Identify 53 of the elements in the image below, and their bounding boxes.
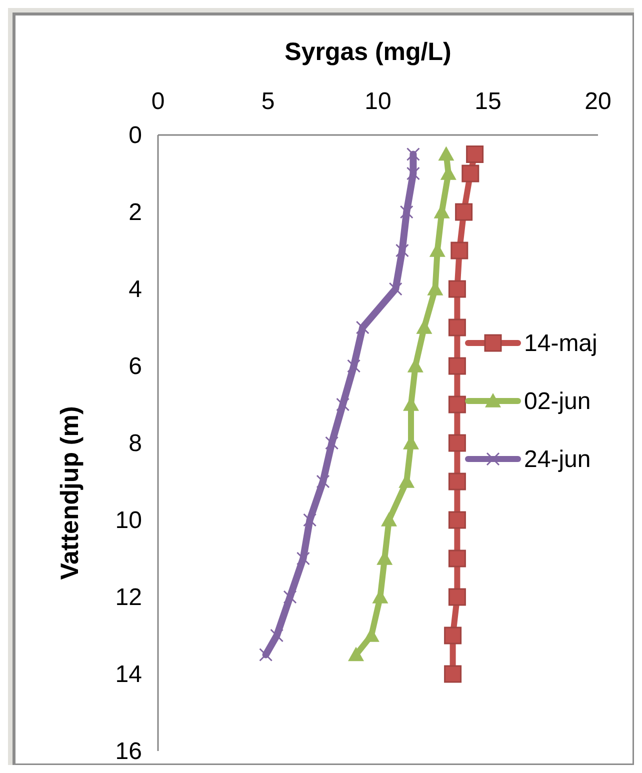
point xyxy=(444,626,462,644)
point xyxy=(336,398,350,412)
point xyxy=(448,280,466,298)
y-tick-label: 12 xyxy=(115,584,142,611)
point xyxy=(448,434,466,452)
x-tick-label: 10 xyxy=(364,88,392,115)
point xyxy=(395,244,409,258)
x-tick-label: 15 xyxy=(474,88,502,115)
point xyxy=(416,320,432,334)
point xyxy=(448,511,466,529)
y-tick-label: 6 xyxy=(128,353,142,380)
x-axis-title: Syrgas (mg/L) xyxy=(284,38,452,66)
point xyxy=(316,474,330,488)
point xyxy=(448,588,466,606)
point xyxy=(438,146,454,161)
legend-label: 14-maj xyxy=(524,330,598,357)
y-tick-label: 4 xyxy=(128,276,142,303)
point xyxy=(270,628,284,642)
point xyxy=(406,166,420,180)
point xyxy=(444,665,462,683)
point xyxy=(356,320,370,334)
point xyxy=(388,282,402,296)
y-axis-title: Vattendjup (m) xyxy=(56,406,84,580)
point xyxy=(448,318,466,336)
point xyxy=(381,512,397,526)
point xyxy=(283,590,297,604)
point xyxy=(348,646,364,662)
point xyxy=(325,436,339,450)
legend-label: 24-jun xyxy=(524,446,591,473)
point xyxy=(466,146,484,163)
point xyxy=(259,648,273,662)
y-tick-label: 14 xyxy=(115,661,142,688)
point xyxy=(303,513,317,527)
point xyxy=(450,242,468,260)
point xyxy=(448,472,466,490)
point xyxy=(448,396,466,414)
point xyxy=(406,148,420,161)
y-tick-label: 8 xyxy=(128,430,142,457)
x-tick-label: 5 xyxy=(261,88,275,115)
point xyxy=(455,203,473,221)
y-tick-label: 10 xyxy=(115,507,142,534)
y-tick-label: 0 xyxy=(128,122,142,149)
point xyxy=(400,205,414,219)
legend-label: 02-jun xyxy=(524,388,591,415)
point xyxy=(462,164,480,182)
y-tick-label: 2 xyxy=(128,199,142,226)
point xyxy=(296,552,310,566)
y-tick-label: 16 xyxy=(115,738,142,765)
x-tick-label: 0 xyxy=(151,88,165,115)
point xyxy=(448,357,466,375)
point xyxy=(347,359,361,373)
x-tick-label: 20 xyxy=(584,88,612,115)
point xyxy=(448,550,466,568)
